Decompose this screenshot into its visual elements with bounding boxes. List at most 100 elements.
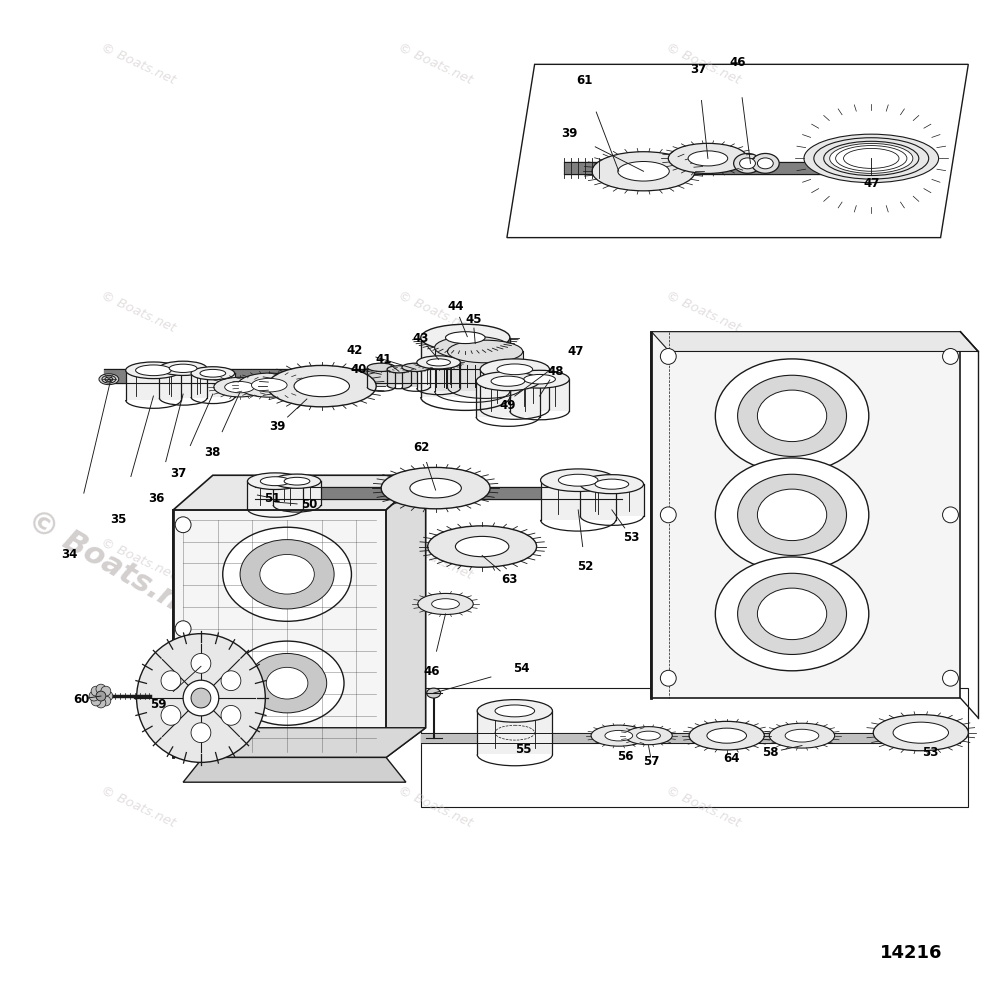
Polygon shape: [368, 367, 395, 387]
Ellipse shape: [446, 331, 486, 343]
Polygon shape: [248, 481, 303, 509]
Ellipse shape: [496, 705, 534, 717]
Text: © Boats.net: © Boats.net: [663, 784, 742, 830]
Ellipse shape: [105, 377, 113, 381]
Ellipse shape: [595, 479, 628, 489]
Ellipse shape: [558, 474, 598, 486]
Circle shape: [660, 507, 676, 523]
Polygon shape: [481, 369, 549, 409]
Circle shape: [221, 671, 241, 691]
Polygon shape: [540, 480, 615, 520]
Circle shape: [96, 698, 106, 708]
Ellipse shape: [540, 468, 615, 491]
Ellipse shape: [707, 728, 746, 743]
Text: 55: 55: [515, 743, 532, 756]
Text: © Boats.net: © Boats.net: [99, 537, 178, 583]
Ellipse shape: [432, 599, 460, 610]
Ellipse shape: [427, 688, 441, 698]
Circle shape: [101, 687, 111, 696]
Ellipse shape: [497, 364, 532, 374]
Text: 39: 39: [269, 420, 286, 433]
Ellipse shape: [688, 151, 727, 166]
Text: 35: 35: [111, 514, 127, 527]
Text: 63: 63: [501, 573, 518, 586]
Ellipse shape: [248, 472, 303, 489]
Ellipse shape: [427, 358, 451, 366]
Ellipse shape: [830, 143, 913, 173]
Ellipse shape: [382, 467, 491, 509]
Text: © Boats.net: © Boats.net: [663, 289, 742, 335]
Circle shape: [943, 507, 958, 523]
Circle shape: [175, 730, 191, 746]
Ellipse shape: [417, 355, 461, 369]
Ellipse shape: [523, 374, 555, 384]
Text: 14216: 14216: [880, 945, 942, 963]
Ellipse shape: [624, 727, 672, 745]
Ellipse shape: [715, 359, 869, 472]
Text: 57: 57: [643, 755, 659, 768]
Text: 61: 61: [576, 74, 592, 87]
Text: 37: 37: [690, 63, 706, 76]
Polygon shape: [417, 362, 461, 388]
Ellipse shape: [136, 365, 171, 375]
Text: 46: 46: [424, 665, 440, 678]
Ellipse shape: [248, 654, 327, 713]
Circle shape: [221, 706, 241, 726]
Ellipse shape: [873, 715, 968, 751]
Text: 51: 51: [264, 491, 281, 505]
Ellipse shape: [617, 161, 669, 181]
Text: 54: 54: [513, 662, 530, 675]
Ellipse shape: [509, 370, 569, 388]
Ellipse shape: [737, 375, 846, 456]
Ellipse shape: [238, 373, 301, 397]
Ellipse shape: [689, 722, 764, 750]
Circle shape: [175, 621, 191, 637]
Text: © Boats.net: © Boats.net: [99, 784, 178, 830]
Circle shape: [89, 691, 99, 701]
Ellipse shape: [191, 366, 235, 379]
Text: 47: 47: [863, 176, 879, 189]
Ellipse shape: [737, 474, 846, 556]
Ellipse shape: [592, 152, 695, 191]
Text: 58: 58: [762, 746, 778, 759]
Circle shape: [91, 687, 101, 696]
Ellipse shape: [368, 363, 395, 371]
Ellipse shape: [715, 557, 869, 671]
Text: 46: 46: [729, 56, 746, 69]
Ellipse shape: [636, 731, 660, 740]
Ellipse shape: [843, 148, 899, 168]
Text: © Boats.net: © Boats.net: [397, 537, 476, 583]
Text: 52: 52: [577, 560, 593, 573]
Text: © Boats.net: © Boats.net: [663, 41, 742, 87]
Ellipse shape: [448, 340, 522, 362]
Polygon shape: [387, 369, 411, 385]
Ellipse shape: [785, 730, 819, 742]
Ellipse shape: [410, 478, 462, 497]
Circle shape: [183, 681, 219, 716]
Text: 59: 59: [150, 699, 167, 712]
Text: 49: 49: [500, 399, 516, 412]
Polygon shape: [173, 728, 426, 758]
Ellipse shape: [751, 153, 779, 173]
Polygon shape: [435, 347, 509, 391]
Ellipse shape: [402, 363, 430, 371]
Text: 38: 38: [205, 446, 221, 459]
Ellipse shape: [102, 375, 116, 383]
Polygon shape: [173, 475, 426, 510]
Ellipse shape: [428, 526, 536, 568]
Text: 43: 43: [413, 332, 429, 345]
Text: 64: 64: [723, 752, 740, 765]
Ellipse shape: [739, 158, 755, 169]
Ellipse shape: [733, 153, 761, 173]
Circle shape: [660, 348, 676, 364]
Polygon shape: [651, 331, 978, 351]
Text: 37: 37: [170, 466, 186, 479]
Circle shape: [660, 671, 676, 686]
Ellipse shape: [240, 540, 334, 609]
Polygon shape: [173, 510, 386, 758]
Ellipse shape: [261, 476, 290, 485]
Ellipse shape: [757, 390, 827, 441]
Ellipse shape: [769, 724, 834, 748]
Polygon shape: [651, 331, 960, 698]
Polygon shape: [448, 351, 522, 387]
